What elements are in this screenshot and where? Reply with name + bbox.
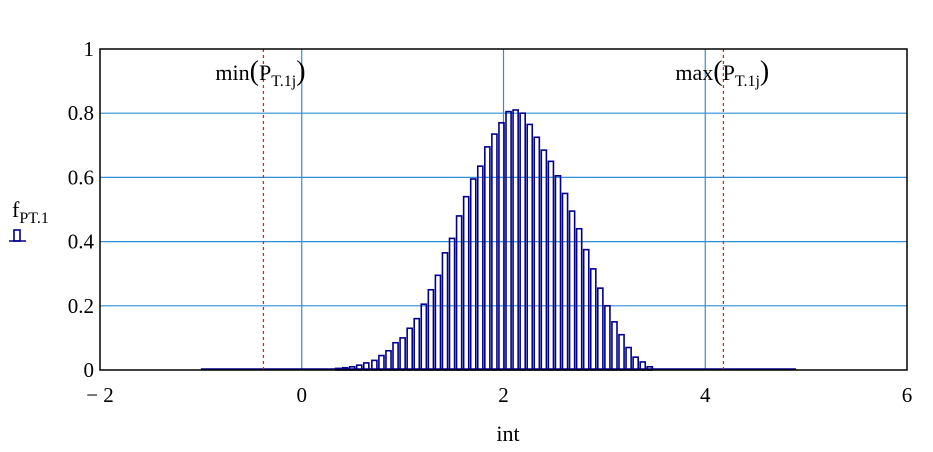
histogram-bar: [625, 346, 632, 371]
x-tick-label: 4: [700, 383, 711, 407]
histogram-bar: [484, 146, 491, 371]
histogram-bar: [420, 303, 428, 371]
svg-text:fPT.1: fPT.1: [12, 197, 49, 227]
histogram-bar: [575, 227, 583, 371]
x-tick-label: 6: [902, 383, 913, 407]
histogram-bar: [441, 252, 449, 371]
histogram-bar: [561, 192, 569, 371]
histogram-bar: [378, 354, 385, 371]
y-tick-label: 0.4: [68, 230, 95, 254]
histogram-bar: [611, 321, 618, 371]
histogram-bar: [462, 195, 470, 371]
y-axis-label: fPT.1: [9, 197, 49, 242]
histogram-bar: [533, 136, 541, 371]
histogram-bar: [498, 122, 505, 371]
y-axis-label-sub: PT.1: [19, 210, 48, 227]
histogram-bar: [582, 248, 590, 371]
histogram-bar: [491, 133, 498, 371]
histogram-bar: [512, 109, 519, 371]
histogram-bar: [406, 327, 414, 371]
histogram-bar: [469, 178, 477, 371]
histogram-bar: [505, 110, 512, 371]
x-tick-labels: − 2 0 2 4 6: [86, 383, 912, 407]
histogram-bar: [385, 349, 392, 371]
marker-annotations: min(PT.1j) max(PT.1j): [215, 56, 769, 90]
x-axis-label: int: [496, 421, 519, 446]
y-tick-label: 0.8: [68, 101, 94, 125]
y-tick-label: 0.2: [68, 294, 94, 318]
max-marker-label: max(PT.1j): [675, 56, 769, 90]
histogram-bar: [448, 237, 456, 371]
y-tick-label: 1: [84, 37, 95, 61]
histogram-bar: [618, 333, 625, 371]
histogram-bar: [392, 341, 399, 371]
histogram-bar: [568, 210, 576, 371]
y-tick-label: 0: [84, 358, 95, 382]
histogram-bar: [526, 123, 534, 371]
histogram-bar: [547, 160, 555, 371]
histogram-bar: [413, 317, 421, 371]
y-tick-labels: 0 0.2 0.4 0.6 0.8 1: [68, 37, 95, 382]
y-tick-label: 0.6: [68, 165, 94, 189]
legend-bar-icon: [9, 229, 26, 242]
histogram-bar: [399, 337, 406, 371]
x-tick-label: − 2: [86, 383, 114, 407]
histogram-bar: [632, 356, 639, 371]
histogram-bar: [434, 274, 442, 371]
plot-frame: [99, 48, 908, 371]
histogram-bar: [476, 165, 484, 371]
y-axis-label-main: f: [12, 197, 20, 222]
histogram-bar: [604, 304, 611, 371]
x-tick-label: 2: [498, 383, 509, 407]
x-tick-label: 0: [297, 383, 308, 407]
marker-lines: [262, 49, 725, 370]
histogram-bar: [540, 149, 548, 371]
histogram-bar: [427, 288, 435, 371]
histogram-bar: [554, 174, 562, 371]
histogram-bar: [596, 287, 604, 371]
histogram-bar: [589, 268, 597, 371]
bar-series: [200, 109, 797, 371]
histogram-bar: [455, 215, 463, 371]
min-marker-label: min(PT.1j): [215, 56, 305, 90]
